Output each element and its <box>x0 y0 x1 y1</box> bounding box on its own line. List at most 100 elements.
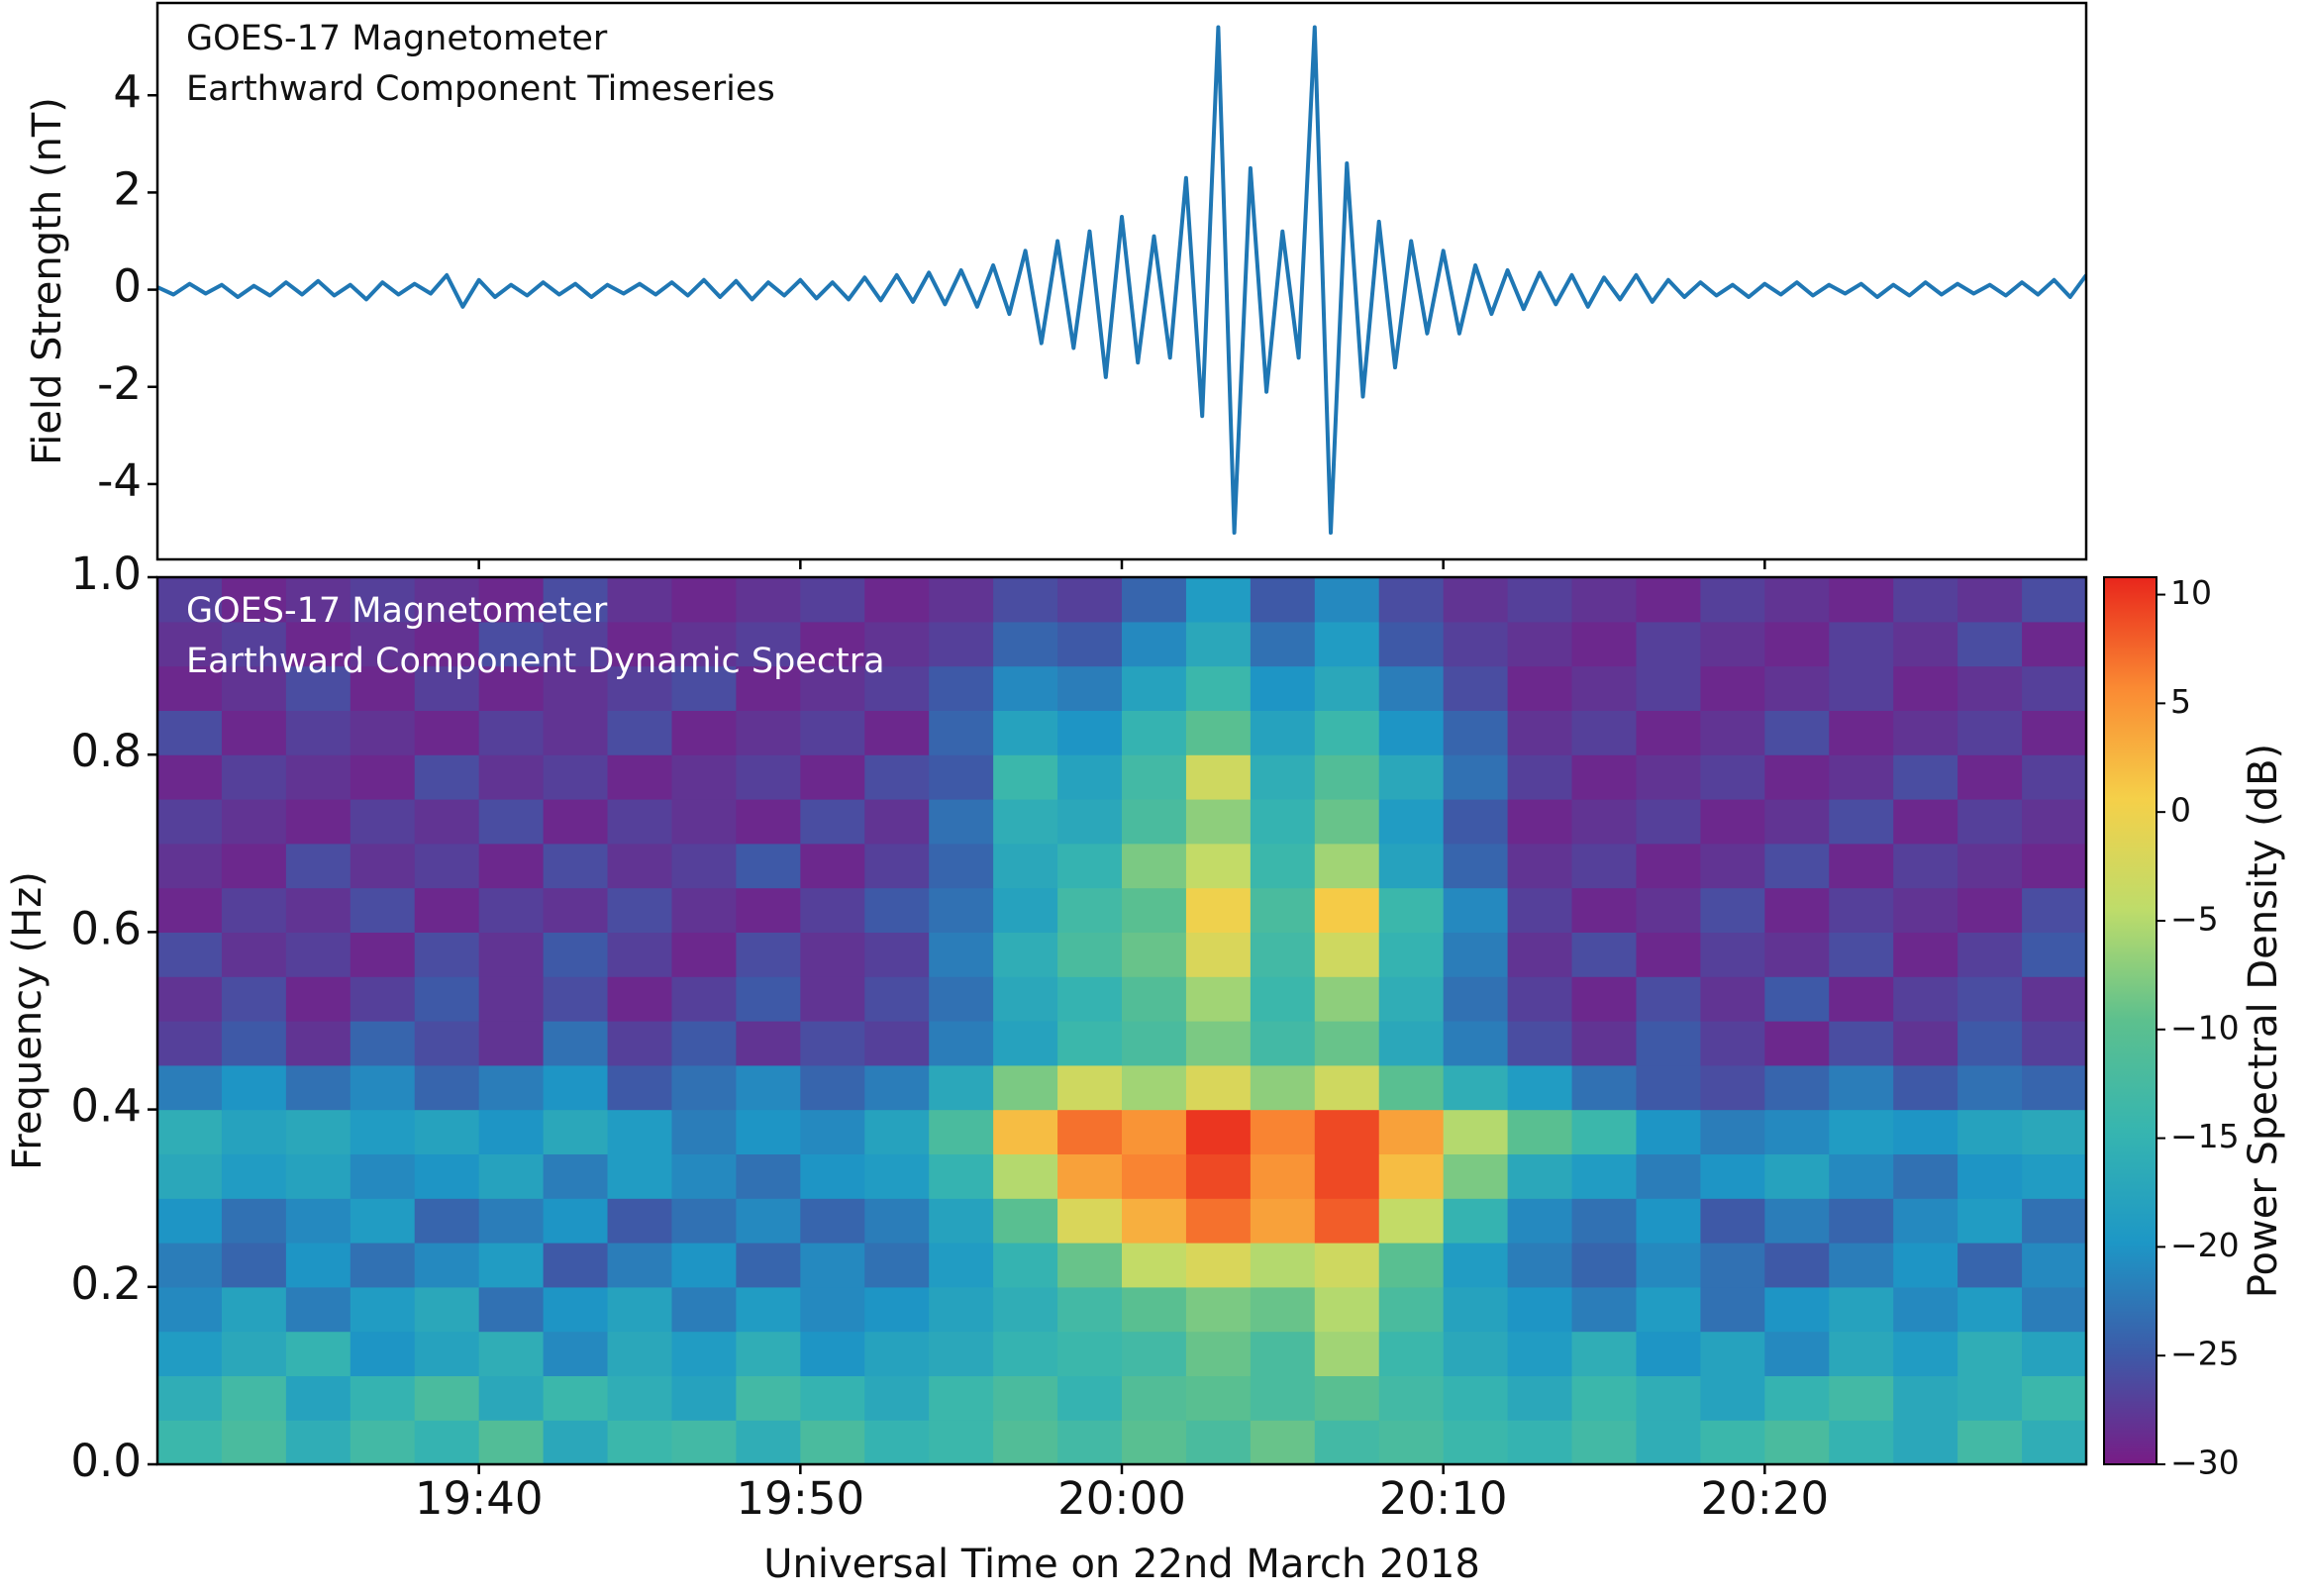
spectrogram-cell <box>864 754 930 800</box>
spectrogram-cell <box>478 799 545 845</box>
spectrogram-cell <box>993 1420 1058 1465</box>
spectrogram-cell <box>1700 976 1765 1022</box>
spectrogram-cell <box>1507 1109 1573 1154</box>
spectrogram-cell <box>350 1021 416 1066</box>
spectrogram-cell <box>1893 621 1958 667</box>
spectrogram-cell <box>157 1109 223 1154</box>
spectrogram-cell <box>1764 887 1830 933</box>
spectrogram-cell <box>2022 799 2087 845</box>
spectrogram-cell <box>1507 1153 1573 1199</box>
spectrogram-cell <box>607 887 673 933</box>
spectrogram-cell <box>2022 1109 2087 1154</box>
colorbar-tick-label: −20 <box>2170 1226 2240 1264</box>
spectrogram-cell <box>736 799 801 845</box>
spectrogram-cell <box>414 799 480 845</box>
spectrogram-cell <box>157 665 223 711</box>
spectrogram-cell <box>1700 710 1765 755</box>
spectrogram-cell <box>1378 976 1445 1022</box>
spectrogram-cell <box>1122 1243 1187 1288</box>
spectrogram-cell <box>929 1153 994 1199</box>
spectrogram-cell <box>1443 577 1509 623</box>
spectrogram-cell <box>1957 1021 2023 1066</box>
spectrogram-cell <box>993 665 1058 711</box>
spectrogram-cell <box>671 621 737 667</box>
spectrogram-cell <box>1764 932 1830 977</box>
spectrogram-cell <box>671 577 737 623</box>
spectrogram-cell <box>1250 1021 1316 1066</box>
spectrogram-cell <box>1378 1331 1445 1376</box>
spectrogram-cell <box>1829 932 1894 977</box>
spectrogram-cell <box>1185 1153 1252 1199</box>
spectrogram-cell <box>1764 843 1830 889</box>
spectrogram-cell <box>1957 1331 2023 1376</box>
spectrogram-cell <box>1829 1064 1894 1111</box>
spectrogram-cell <box>478 1198 545 1244</box>
spectrogram-cell <box>1829 577 1894 623</box>
spectrogram-cell <box>929 1331 994 1376</box>
spectrogram-cell <box>1700 621 1765 667</box>
spectrogram-cell <box>1314 1331 1380 1376</box>
spectrogram-cell <box>1957 1064 2023 1111</box>
spectrogram-cell <box>1185 621 1252 667</box>
spectrogram-cell <box>2022 1064 2087 1111</box>
spectrogram-cell <box>478 710 545 755</box>
spectrogram-cell <box>543 1198 609 1244</box>
spectrogram-cell <box>1122 1021 1187 1066</box>
spectrogram-cell <box>1122 1331 1187 1376</box>
spectrogram-cell <box>414 1375 480 1421</box>
spectrogram-cell <box>1443 1286 1509 1333</box>
annotation: GOES-17 Magnetometer <box>186 19 608 58</box>
y-tick-label: 0.2 <box>70 1257 142 1310</box>
spectrogram-cell <box>1057 621 1123 667</box>
spectrogram-cell <box>1378 1198 1445 1244</box>
spectrogram-cell <box>1893 1064 1958 1111</box>
spectrogram-cell <box>157 932 223 977</box>
spectrogram-cell <box>1829 799 1894 845</box>
spectrogram-cell <box>1443 1331 1509 1376</box>
spectrogram-cell <box>157 1153 223 1199</box>
spectrogram-cell <box>993 577 1058 623</box>
spectrogram-cell <box>414 1153 480 1199</box>
spectrogram-cell <box>1122 932 1187 977</box>
spectrogram-cell <box>1057 1331 1123 1376</box>
spectrogram-cell <box>800 621 865 667</box>
spectrogram-cell <box>1829 710 1894 755</box>
spectrogram-cell <box>1443 1198 1509 1244</box>
spectrogram-cell <box>736 887 801 933</box>
y-tick-label: 0.4 <box>70 1080 142 1133</box>
spectrogram-cell <box>607 1064 673 1111</box>
y-axis-label: Field Strength (nT) <box>25 97 70 465</box>
spectrogram-cell <box>993 1375 1058 1421</box>
spectrogram-cell <box>1764 1021 1830 1066</box>
spectrogram-cell <box>1957 843 2023 889</box>
timeseries-panel <box>157 25 2086 535</box>
spectrogram-cell <box>1700 1243 1765 1288</box>
spectrogram-cell <box>1185 577 1252 623</box>
spectrogram-cell <box>1829 976 1894 1022</box>
spectrogram-cell <box>800 1153 865 1199</box>
spectrogram-cell <box>1893 1375 1958 1421</box>
spectrogram-cell <box>929 1021 994 1066</box>
spectrogram-cell <box>478 1064 545 1111</box>
spectrogram-cell <box>543 710 609 755</box>
spectrogram-cell <box>671 1153 737 1199</box>
spectrogram-cell <box>993 976 1058 1022</box>
spectrogram-cell <box>157 1243 223 1288</box>
spectrogram-cell <box>285 754 351 800</box>
spectrogram-cell <box>800 1375 865 1421</box>
spectrogram-cell <box>671 932 737 977</box>
spectrogram-cell <box>478 1109 545 1154</box>
spectrogram-cell <box>543 754 609 800</box>
spectrogram-cell <box>1764 710 1830 755</box>
spectrogram-cell <box>157 754 223 800</box>
spectrogram-cell <box>1957 621 2023 667</box>
spectrogram-cell <box>800 1286 865 1333</box>
spectrogram-cell <box>1122 887 1187 933</box>
spectrogram-cell <box>1057 1109 1123 1154</box>
spectrogram-cell <box>1700 843 1765 889</box>
spectrogram-cell <box>1571 1109 1638 1154</box>
spectrogram-cell <box>157 843 223 889</box>
spectrogram-cell <box>800 1243 865 1288</box>
spectrogram-cell <box>1893 1286 1958 1333</box>
spectrogram-cell <box>1893 887 1958 933</box>
